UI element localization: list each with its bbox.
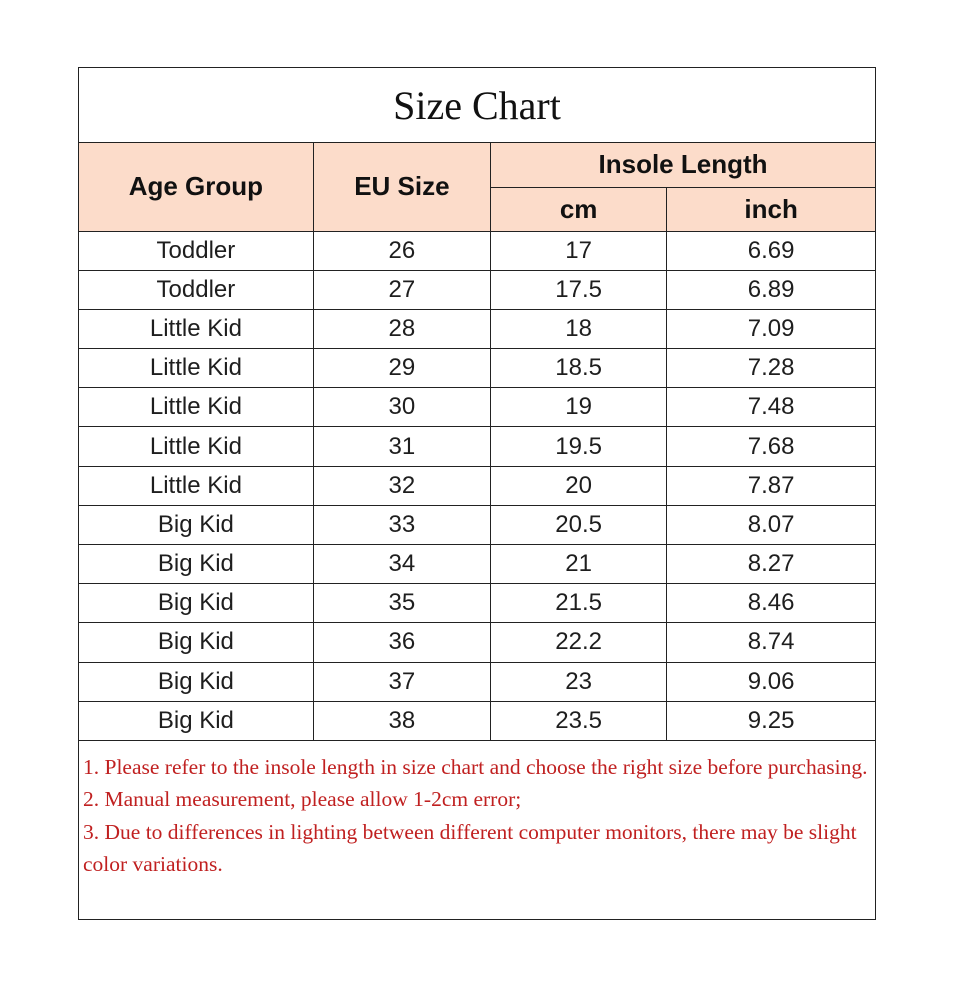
size-table: Age Group EU Size Insole Length cm inch … bbox=[79, 143, 875, 741]
header-insole-length: Insole Length bbox=[490, 143, 875, 188]
cell-age-group: Big Kid bbox=[79, 661, 314, 702]
cell-inch: 7.68 bbox=[666, 426, 875, 467]
table-row: Big Kid 35 21.5 8.46 bbox=[79, 583, 875, 624]
cell-inch: 7.28 bbox=[666, 348, 875, 389]
table-row: Big Kid 34 21 8.27 bbox=[79, 543, 875, 585]
cell-inch: 9.06 bbox=[666, 661, 875, 702]
cell-inch: 8.27 bbox=[666, 543, 875, 585]
cell-age-group: Little Kid bbox=[79, 308, 314, 350]
cell-inch: 6.89 bbox=[666, 269, 875, 310]
table-row: Big Kid 38 23.5 9.25 bbox=[79, 700, 875, 741]
cell-age-group: Big Kid bbox=[79, 583, 314, 624]
cell-age-group: Big Kid bbox=[79, 504, 314, 546]
header-age-group: Age Group bbox=[79, 143, 314, 232]
cell-age-group: Little Kid bbox=[79, 426, 314, 467]
note-3: 3. Due to differences in lighting betwee… bbox=[83, 819, 857, 877]
cell-eu-size: 38 bbox=[312, 700, 492, 741]
size-chart-frame: Size Chart Age Group EU Size Insole Leng… bbox=[78, 67, 876, 920]
notes: 1. Please refer to the insole length in … bbox=[79, 741, 875, 881]
cell-cm: 19.5 bbox=[489, 426, 668, 467]
cell-inch: 7.09 bbox=[666, 308, 875, 350]
table-row: Big Kid 37 23 9.06 bbox=[79, 661, 875, 702]
size-rows: Toddler 26 17 6.69 Toddler 27 17.5 6.89 Little K… bbox=[79, 230, 875, 741]
cell-eu-size: 31 bbox=[312, 426, 492, 467]
cell-inch: 7.48 bbox=[666, 387, 875, 428]
cell-eu-size: 26 bbox=[312, 230, 492, 271]
cell-cm: 23.5 bbox=[489, 700, 668, 741]
cell-eu-size: 33 bbox=[312, 504, 492, 546]
table-row: Little Kid 29 18.5 7.28 bbox=[79, 348, 875, 389]
note-1: 1. Please refer to the insole length in … bbox=[83, 754, 868, 779]
cell-age-group: Little Kid bbox=[79, 387, 314, 428]
cell-eu-size: 28 bbox=[312, 308, 492, 350]
cell-eu-size: 37 bbox=[312, 661, 492, 702]
table-row: Little Kid 32 20 7.87 bbox=[79, 465, 875, 506]
header-cm: cm bbox=[490, 186, 668, 232]
cell-cm: 19 bbox=[489, 387, 668, 428]
cell-age-group: Big Kid bbox=[79, 700, 314, 741]
cell-cm: 20 bbox=[489, 465, 668, 506]
cell-eu-size: 34 bbox=[312, 543, 492, 585]
table-row: Little Kid 28 18 7.09 bbox=[79, 308, 875, 350]
table-row: Big Kid 36 22.2 8.74 bbox=[79, 622, 875, 663]
cell-eu-size: 36 bbox=[312, 622, 492, 663]
cell-inch: 8.74 bbox=[666, 622, 875, 663]
cell-eu-size: 30 bbox=[312, 387, 492, 428]
cell-cm: 20.5 bbox=[489, 504, 668, 546]
cell-inch: 8.07 bbox=[666, 504, 875, 546]
table-row: Little Kid 30 19 7.48 bbox=[79, 387, 875, 428]
cell-age-group: Little Kid bbox=[79, 348, 314, 389]
cell-cm: 18 bbox=[489, 308, 668, 350]
table-row: Toddler 26 17 6.69 bbox=[79, 230, 875, 271]
chart-title: Size Chart bbox=[79, 68, 875, 143]
cell-cm: 21 bbox=[489, 543, 668, 585]
header-eu-size: EU Size bbox=[312, 143, 492, 232]
table-row: Little Kid 31 19.5 7.68 bbox=[79, 426, 875, 467]
cell-eu-size: 29 bbox=[312, 348, 492, 389]
header-row: Age Group EU Size Insole Length bbox=[79, 143, 875, 232]
cell-eu-size: 32 bbox=[312, 465, 492, 506]
table-row: Big Kid 33 20.5 8.07 bbox=[79, 504, 875, 546]
cell-inch: 6.69 bbox=[666, 230, 875, 271]
cell-cm: 18.5 bbox=[489, 348, 668, 389]
note-2: 2. Manual measurement, please allow 1-2c… bbox=[83, 787, 522, 812]
cell-cm: 21.5 bbox=[489, 583, 668, 624]
cell-inch: 9.25 bbox=[666, 700, 875, 741]
table-row: Toddler 27 17.5 6.89 bbox=[79, 269, 875, 310]
cell-cm: 17.5 bbox=[489, 269, 668, 310]
cell-age-group: Toddler bbox=[79, 230, 314, 271]
cell-age-group: Little Kid bbox=[79, 465, 314, 506]
cell-cm: 22.2 bbox=[489, 622, 668, 663]
cell-age-group: Big Kid bbox=[79, 543, 314, 585]
cell-age-group: Toddler bbox=[79, 269, 314, 310]
header-inch: inch bbox=[666, 186, 875, 232]
cell-age-group: Big Kid bbox=[79, 622, 314, 663]
cell-eu-size: 35 bbox=[312, 583, 492, 624]
cell-inch: 8.46 bbox=[666, 583, 875, 624]
cell-cm: 17 bbox=[489, 230, 668, 271]
cell-cm: 23 bbox=[489, 661, 668, 702]
cell-eu-size: 27 bbox=[312, 269, 492, 310]
cell-inch: 7.87 bbox=[666, 465, 875, 506]
